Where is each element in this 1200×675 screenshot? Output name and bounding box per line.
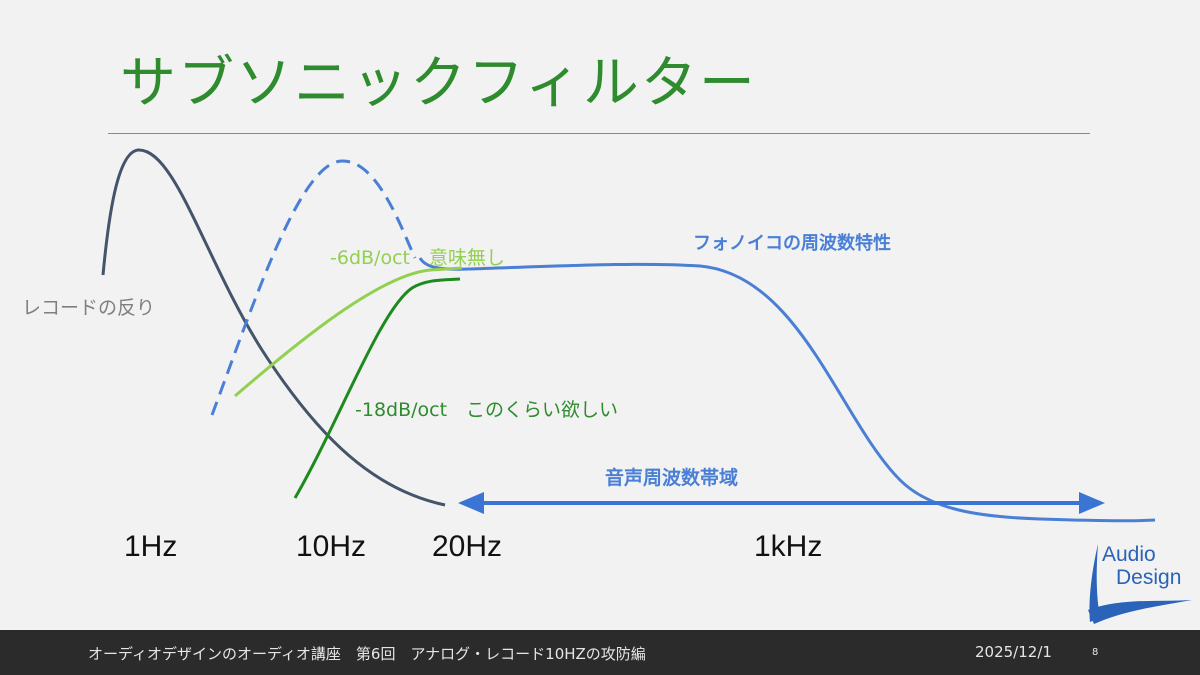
freq-label-20hz: 20Hz [432,530,503,563]
audio-band-arrow-left-head [458,492,484,514]
logo-text-design: Design [1116,566,1182,589]
freq-label-1khz: 1kHz [754,530,823,563]
six-db-label: -6dB/oct 意味無し [330,247,505,269]
dashed-resonance-curve [210,159,417,416]
audio-band-arrow-right-head [1079,492,1105,514]
logo-swoosh-curve [1088,600,1192,624]
footer-date: 2025/12/1 [975,643,1052,661]
eighteen-db-label: -18dB/oct このくらい欲しい [355,399,619,421]
page-number: 8 [1092,647,1099,658]
title-divider [108,133,1090,134]
eighteen-db-slope-curve [293,277,461,499]
audio-design-logo: Audio Design [1080,540,1195,630]
logo-swoosh [1089,544,1100,622]
footer-bar: オーディオデザインのオーディオ講座 第6回 アナログ・レコード10HZの攻防編 … [0,630,1200,675]
phono-eq-label: フォノイコの周波数特性 [693,233,891,254]
record-warp-label: レコードの反り [22,297,156,319]
freq-label-10hz: 10Hz [296,530,367,563]
footer-title: オーディオデザインのオーディオ講座 第6回 アナログ・レコード10HZの攻防編 [88,645,646,663]
record-warp-curve [101,148,446,507]
audio-band-label: 音声周波数帯域 [605,467,739,489]
logo-text-audio: Audio [1102,543,1156,566]
freq-label-1hz: 1Hz [124,530,178,563]
six-db-slope-curve [234,266,463,398]
slide-title: サブソニックフィルター [120,51,757,116]
filter-diagram [101,148,1156,523]
phono-eq-curve [418,257,1156,523]
